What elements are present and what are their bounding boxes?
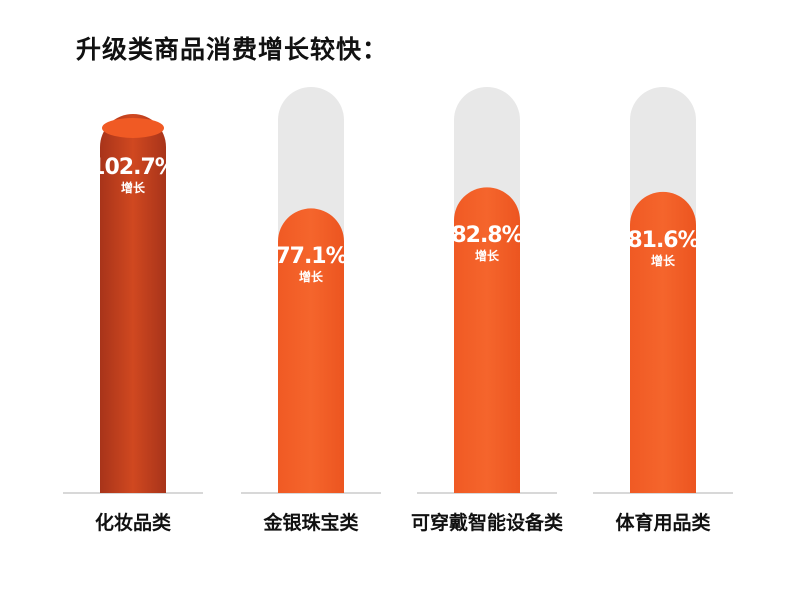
data-label-sub: 增长 bbox=[650, 253, 675, 268]
data-label-value: 102.7% bbox=[90, 154, 177, 180]
data-label-sub: 增长 bbox=[120, 180, 145, 195]
category-label-3: 可穿戴智能设备类 bbox=[410, 512, 563, 534]
data-label-1: 102.7% 增长 bbox=[78, 154, 188, 195]
data-label-2: 77.1% 增长 bbox=[256, 244, 366, 285]
chart-title: 升级类商品消费增长较快： bbox=[76, 35, 389, 64]
bar-4 bbox=[630, 191, 696, 493]
category-label-2: 金银珠宝类 bbox=[263, 512, 359, 534]
data-label-4: 81.6% 增长 bbox=[608, 227, 718, 268]
category-label-4: 体育用品类 bbox=[615, 512, 711, 534]
category-label-1: 化妆品类 bbox=[94, 512, 171, 534]
bar-cap-1 bbox=[102, 117, 164, 138]
data-label-sub: 增长 bbox=[298, 270, 323, 285]
data-label-value: 81.6% bbox=[627, 227, 699, 253]
data-label-value: 82.8% bbox=[451, 223, 523, 249]
bar-3 bbox=[454, 187, 520, 493]
data-label-3: 82.8% 增长 bbox=[432, 223, 542, 264]
data-label-sub: 增长 bbox=[474, 249, 499, 264]
bar-1 bbox=[100, 113, 166, 493]
bar-2 bbox=[278, 208, 344, 493]
data-label-value: 77.1% bbox=[275, 244, 347, 270]
